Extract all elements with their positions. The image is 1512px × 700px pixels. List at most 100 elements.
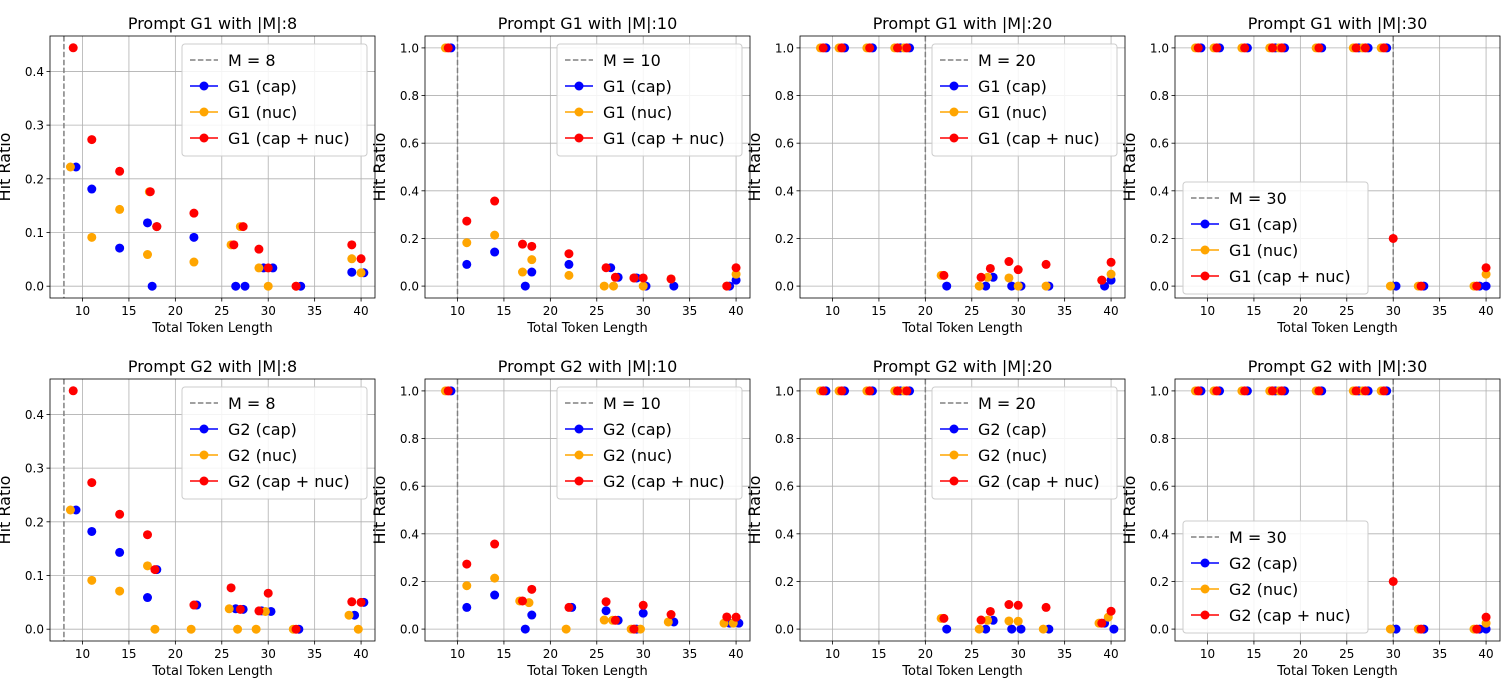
data-point-cap [527,267,537,277]
data-point-cap [143,593,152,603]
y-tick-label: 0.8 [1150,432,1169,446]
x-tick-label: 15 [1246,304,1261,318]
legend-label-cap: G1 (cap) [1229,215,1298,234]
data-point-capnuc [629,624,639,634]
data-point-capnuc [263,263,273,273]
data-point-nuc [150,624,160,634]
legend-box [931,386,1118,500]
legend-label-capnuc: G1 (cap + nuc) [228,129,350,148]
legend-marker-capnuc [574,476,584,486]
series-cap [71,162,369,291]
y-tick-label: 0.0 [25,623,44,637]
x-tick-label: 40 [353,647,368,661]
data-point-capnuc [731,263,741,273]
data-point-cap [564,259,574,269]
y-tick-label: 0.0 [400,623,419,637]
y-tick-label: 0.6 [400,480,419,494]
legend-label-cap: G2 (cap) [978,420,1047,439]
legend-marker-nuc [199,450,209,460]
data-point-nuc [490,230,500,240]
data-point-nuc [353,624,363,634]
data-point-nuc [1004,273,1014,283]
y-tick-label: 0.3 [25,119,44,133]
data-point-cap [240,281,250,291]
legend-label-nuc: G2 (nuc) [228,446,297,465]
legend-box [181,43,368,157]
x-tick-label: 20 [168,647,183,661]
data-point-nuc [254,263,264,273]
data-point-nuc [599,615,609,625]
x-tick-label: 15 [496,304,511,318]
data-point-capnuc [1106,606,1116,616]
x-tick-label: 15 [871,304,886,318]
data-point-capnuc [291,624,301,634]
data-point-capnuc [347,597,357,607]
y-tick-label: 0.1 [25,226,44,240]
legend-label-capnuc: G1 (cap + nuc) [603,129,725,148]
legend-label-m: M = 10 [603,394,661,413]
x-tick-label: 35 [1432,304,1447,318]
data-point-capnuc [837,43,847,53]
chart-title: Prompt G1 with |M|:8 [128,14,297,33]
data-point-capnuc [893,43,902,53]
data-point-nuc [344,610,354,620]
legend-marker-capnuc [574,133,584,143]
legend-label-cap: G1 (cap) [603,77,672,96]
legend-label-nuc: G1 (nuc) [1229,241,1298,260]
data-point-nuc [1385,624,1395,634]
data-point-cap [1109,624,1119,634]
data-point-capnuc [1472,281,1482,291]
y-tick-label: 0.8 [400,432,419,446]
y-tick-label: 0.2 [400,575,419,589]
x-tick-label: 25 [964,304,979,318]
data-point-nuc [983,615,993,625]
y-tick-label: 0.8 [400,89,419,103]
chart-panel-1: 10 15 20 25 30 35 40 0.0 0.1 0.2 0.3 0.4 Prompt G1 w… [0,14,376,336]
data-point-capnuc [143,530,152,540]
data-point-nuc [347,254,357,264]
legend-marker-capnuc [199,476,209,486]
data-point-cap [462,259,472,269]
data-point-capnuc [226,583,236,593]
data-point-capnuc [145,187,155,197]
data-point-nuc [974,281,984,291]
series-nuc [65,162,366,291]
chart-panel-7: 10 15 20 25 30 35 40 0.0 0.2 0.4 0.6 0.8 1.0 Prompt G… [745,357,1126,679]
data-point-nuc [115,204,125,214]
legend: M = 30 G2 (cap) G2 (nuc) G2 (cap + nuc) [1182,520,1369,634]
legend-marker-nuc [1200,584,1210,594]
legend-label-m: M = 30 [1229,528,1287,547]
y-tick-label: 0.1 [25,569,44,583]
data-point-cap [1016,624,1026,634]
y-tick-label: 0.2 [25,515,44,529]
x-tick-label: 25 [214,304,229,318]
data-point-cap [527,610,537,620]
data-point-capnuc [189,208,199,218]
x-tick-label: 35 [682,647,697,661]
data-point-nuc [263,281,273,291]
y-axis-label: Hit Ratio [0,133,14,202]
y-tick-label: 0.6 [1150,137,1169,151]
chart-panel-8: 10 15 20 25 30 35 40 0.0 0.2 0.4 0.6 0.8 1.0 Prompt G… [1120,357,1501,679]
x-axis-label: Total Token Length [1276,664,1397,679]
data-point-capnuc [1481,263,1491,273]
legend: M = 10 G1 (cap) G1 (nuc) G1 (cap + nuc) [556,43,743,157]
y-tick-label: 0.4 [400,184,419,198]
y-axis-label: Hit Ratio [370,476,389,545]
y-axis-label: Hit Ratio [0,476,14,545]
legend-marker-capnuc [199,133,209,143]
data-point-nuc [186,624,196,634]
series-nuc [65,505,363,634]
plot-frame [49,35,376,299]
data-point-capnuc [601,263,611,273]
y-tick-label: 0.4 [400,527,419,541]
legend-label-nuc: G1 (nuc) [978,103,1047,122]
chart-title: Prompt G2 with |M|:8 [128,357,297,376]
x-tick-label: 40 [1103,304,1118,318]
y-tick-label: 0.0 [1150,623,1169,637]
data-point-nuc [561,624,571,634]
legend-marker-capnuc [1200,271,1210,281]
data-point-cap [669,281,679,291]
data-point-nuc [638,281,648,291]
